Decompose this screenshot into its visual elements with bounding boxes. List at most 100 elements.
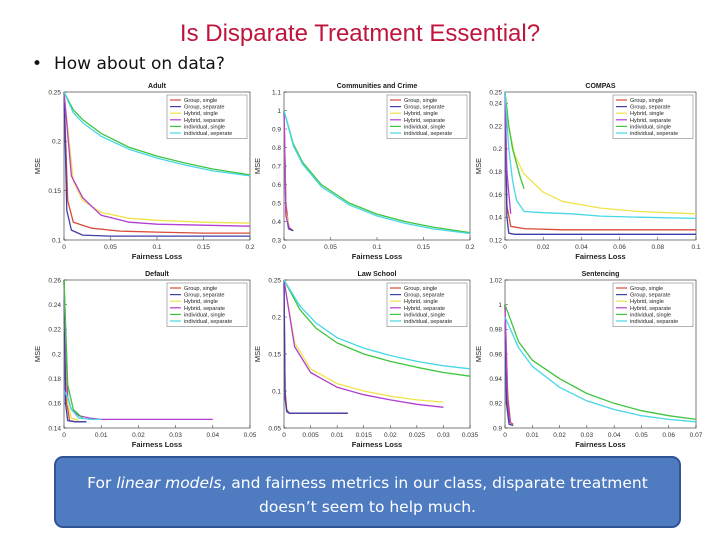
legend-box [386, 94, 468, 139]
y-axis-label: MSE [253, 158, 262, 174]
x-axis-label: Fairness Loss [352, 252, 402, 261]
legend-label: Hybrid, single [404, 299, 438, 305]
x-axis-label: Fairness Loss [352, 440, 402, 449]
series-line-6 [283, 110, 471, 235]
legend-label: Hybrid, separate [184, 306, 225, 312]
x-tick-label: 0.06 [613, 244, 626, 251]
series-line-6 [504, 316, 697, 423]
legend-label: Group, single [184, 98, 217, 104]
legend-label: Group, single [404, 98, 437, 104]
x-tick-label: 0.05 [635, 432, 648, 439]
x-tick-label: 0.05 [244, 432, 257, 439]
series-line-3 [63, 91, 251, 224]
y-axis-label: MSE [474, 158, 483, 174]
series-line-3 [283, 279, 444, 403]
x-tick-label: 0.1 [372, 244, 381, 251]
x-tick-label: 0.01 [526, 432, 539, 439]
x-tick-label: 0 [503, 244, 507, 251]
y-tick-label: 0.8 [272, 145, 281, 152]
legend-label: Group, separate [404, 293, 444, 299]
legend-label: Group, separate [404, 105, 444, 111]
y-tick-label: 0.15 [268, 351, 281, 358]
legend-label: Hybrid, separate [630, 118, 671, 124]
x-tick-label: 0.06 [662, 432, 675, 439]
x-axis-label: Fairness Loss [132, 440, 182, 449]
chart-panel-6: Sentencing 0 0.01 0.02 0.03 0.04 0.05 0.06 0.07 0… [474, 271, 703, 449]
legend-box [166, 94, 248, 139]
y-tick-label: 0.25 [268, 277, 281, 284]
series-line-5 [63, 279, 84, 419]
y-tick-label: 0.2 [493, 146, 502, 153]
legend-label: Hybrid, single [630, 111, 664, 117]
series-line-2 [283, 279, 348, 414]
legend-label: Hybrid, single [184, 111, 218, 117]
y-tick-label: 0.12 [489, 237, 502, 244]
x-tick-label: 0.01 [331, 432, 344, 439]
legend-label: Hybrid, single [630, 299, 664, 305]
legend-label: Group, separate [184, 105, 224, 111]
legend-box [166, 282, 248, 327]
y-tick-label: 0.2 [52, 351, 61, 358]
chart-panel-1: Adult 0 0.05 0.1 0.15 0.2 0.1 0.15 0.2 0.25 Fairne… [33, 83, 255, 261]
legend-label: Group, single [404, 286, 437, 292]
y-tick-label: 0.4 [272, 219, 281, 226]
y-tick-label: 0.25 [48, 89, 61, 96]
chart-title: Default [145, 271, 169, 278]
series-line-6 [63, 390, 102, 421]
x-tick-label: 0.2 [465, 244, 474, 251]
x-axis-label: Fairness Loss [575, 252, 625, 261]
series-line-5 [283, 110, 471, 234]
y-tick-label: 0.14 [48, 425, 61, 432]
series-line-5 [63, 91, 251, 176]
series-line-5 [504, 91, 525, 190]
y-tick-label: 0.18 [489, 169, 502, 176]
series-line-6 [504, 91, 697, 220]
x-tick-label: 0.1 [691, 244, 700, 251]
series-line-4 [63, 91, 251, 227]
x-tick-label: 0 [282, 244, 286, 251]
x-tick-label: 0.15 [197, 244, 210, 251]
legend-label: individual, separate [630, 319, 678, 325]
series-line-2 [63, 279, 87, 423]
series-line-4 [283, 110, 291, 230]
chart-title: Communities and Crime [337, 83, 418, 90]
legend-label: individual, seperate [184, 131, 232, 137]
y-tick-label: 0.26 [48, 277, 61, 284]
x-tick-label: 0.02 [384, 432, 397, 439]
x-tick-label: 0.015 [356, 432, 373, 439]
y-tick-label: 0.9 [272, 126, 281, 133]
y-tick-label: 1.1 [272, 89, 281, 96]
series-line-2 [504, 91, 696, 235]
series-line-5 [504, 304, 697, 421]
conclusion-callout: For linear models, and fairness metrics … [54, 456, 681, 528]
series-line-6 [63, 91, 251, 177]
x-tick-label: 0.04 [206, 432, 219, 439]
series-line-6 [283, 279, 471, 370]
legend-label: Hybrid, separate [630, 306, 671, 312]
series-line-2 [504, 304, 514, 427]
x-tick-label: 0.2 [245, 244, 254, 251]
x-tick-label: 0.02 [537, 244, 550, 251]
x-tick-label: 0.04 [608, 432, 621, 439]
bullet-text: How about on data? [54, 54, 225, 74]
legend-label: individual, single [184, 124, 225, 130]
y-tick-label: 0.1 [272, 388, 281, 395]
y-tick-label: 0.15 [48, 188, 61, 195]
x-tick-label: 0 [282, 432, 286, 439]
y-tick-label: 0.18 [48, 376, 61, 383]
series-line-4 [283, 279, 444, 408]
y-tick-label: 0.24 [489, 101, 502, 108]
y-axis-label: MSE [33, 346, 42, 362]
y-tick-label: 0.2 [272, 314, 281, 321]
y-tick-label: 0.3 [272, 237, 281, 244]
y-tick-label: 0.24 [48, 302, 61, 309]
y-tick-label: 0.6 [272, 182, 281, 189]
legend-label: Group, separate [630, 293, 670, 299]
legend-label: Group, single [184, 286, 217, 292]
y-tick-label: 0.1 [52, 237, 61, 244]
series-line-4 [504, 304, 512, 424]
x-tick-label: 0.01 [95, 432, 108, 439]
legend-label: individual, seperate [630, 131, 678, 137]
